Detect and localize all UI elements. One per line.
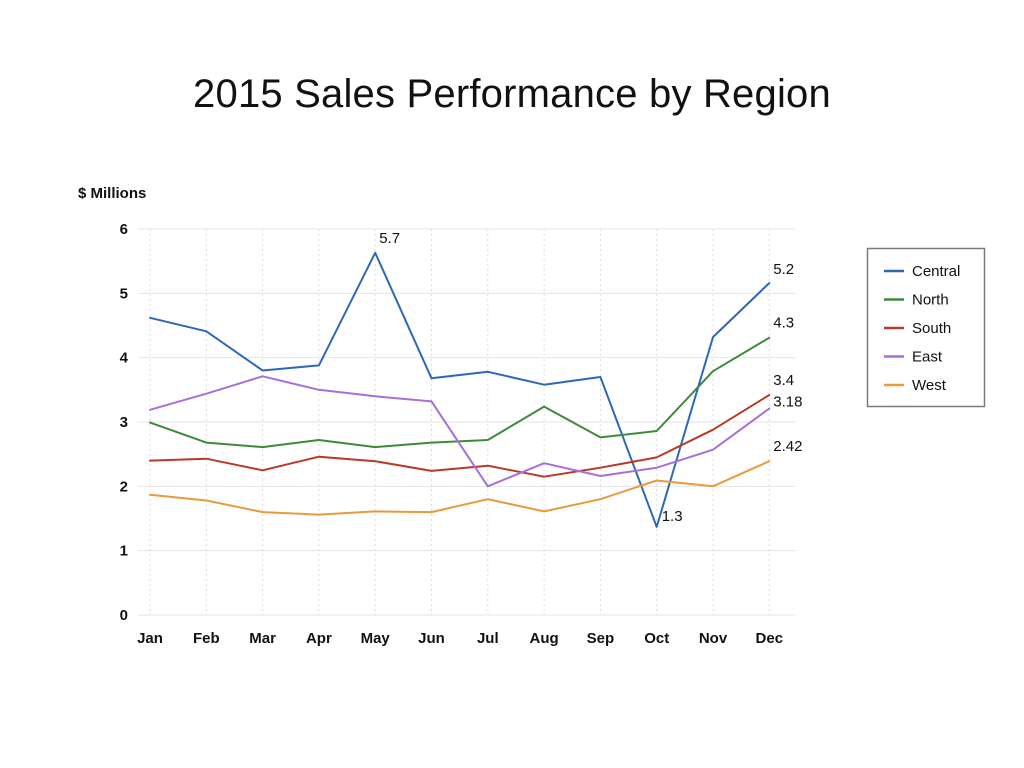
x-tick-label: Feb [193,630,220,647]
series-layer [149,251,771,528]
series-line-north [149,336,771,449]
y-tick-label: 5 [120,285,128,302]
y-tick-label: 1 [120,543,128,560]
chart-title: 2015 Sales Performance by Region [193,72,831,116]
x-tick-label: Mar [249,630,276,647]
legend-label-central: Central [912,263,960,280]
y-tick-label: 6 [120,221,128,238]
legend-label-east: East [912,349,943,366]
x-tick-label: Apr [306,630,332,647]
series-line-south [149,394,771,478]
legend-label-south: South [912,320,951,337]
x-tick-label: Jun [418,630,445,647]
y-tick-label: 4 [120,350,129,367]
data-label: 3.18 [773,393,802,410]
series-line-east [149,375,771,488]
y-tick-label: 2 [120,478,128,495]
x-tick-label: Sep [587,630,615,647]
data-label: 3.4 [773,372,794,389]
x-tick-label: Jul [477,630,499,647]
x-tick-label: Aug [530,630,559,647]
annotation-layer: 5.7 1.3 5.2 4.3 3.4 3.18 2.42 [379,230,802,525]
grid-layer [138,228,795,616]
series-line-central [149,251,771,528]
data-label: 4.3 [773,315,794,332]
y-tick-label: 3 [120,414,128,431]
series-line-west [149,460,771,516]
x-tick-label: Jan [137,630,163,647]
y-axis-label: $ Millions [78,185,146,202]
x-tick-label: Oct [644,630,669,647]
data-label: 1.3 [662,508,683,525]
data-label: 5.2 [773,261,794,278]
x-tick-label: Nov [699,630,728,647]
data-label: 2.42 [773,438,802,455]
y-tick-label: 0 [120,607,128,624]
x-tick-label: Dec [756,630,784,647]
axis-layer: $ Millions 0 1 2 3 4 5 6 Jan Feb Mar Apr May Jun Jul A… [78,185,783,647]
data-label: 5.7 [379,230,400,247]
legend-label-west: West [912,377,947,394]
legend-label-north: North [912,292,949,309]
x-tick-label: May [361,630,391,647]
legend: Central North South East West [866,247,986,408]
